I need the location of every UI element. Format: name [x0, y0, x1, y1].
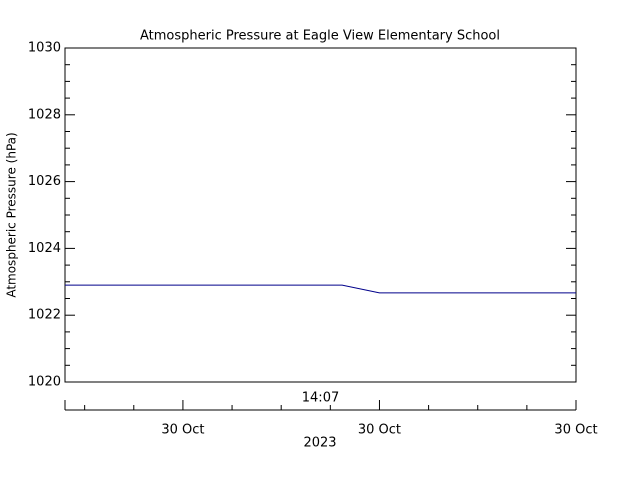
y-tick-label: 1024: [28, 241, 61, 256]
x-tick-label: 30 Oct: [554, 423, 597, 438]
y-tick-label: 1030: [28, 41, 61, 56]
y-tick-label: 1020: [28, 375, 61, 390]
plot-frame: [64, 47, 577, 383]
x-axis-label: 2023: [303, 436, 336, 451]
x-tick-label: 30 Oct: [161, 423, 204, 438]
data-line: [65, 284, 576, 294]
y-tick-label: 1028: [28, 107, 61, 122]
y-tick-label: 1026: [28, 174, 61, 189]
x-tick-label: 30 Oct: [358, 423, 401, 438]
chart-title: Atmospheric Pressure at Eagle View Eleme…: [140, 29, 500, 44]
time-label: 14:07: [302, 391, 339, 406]
y-tick-label: 1022: [28, 308, 61, 323]
y-axis-label: Atmospheric Pressure (hPa): [5, 132, 19, 297]
